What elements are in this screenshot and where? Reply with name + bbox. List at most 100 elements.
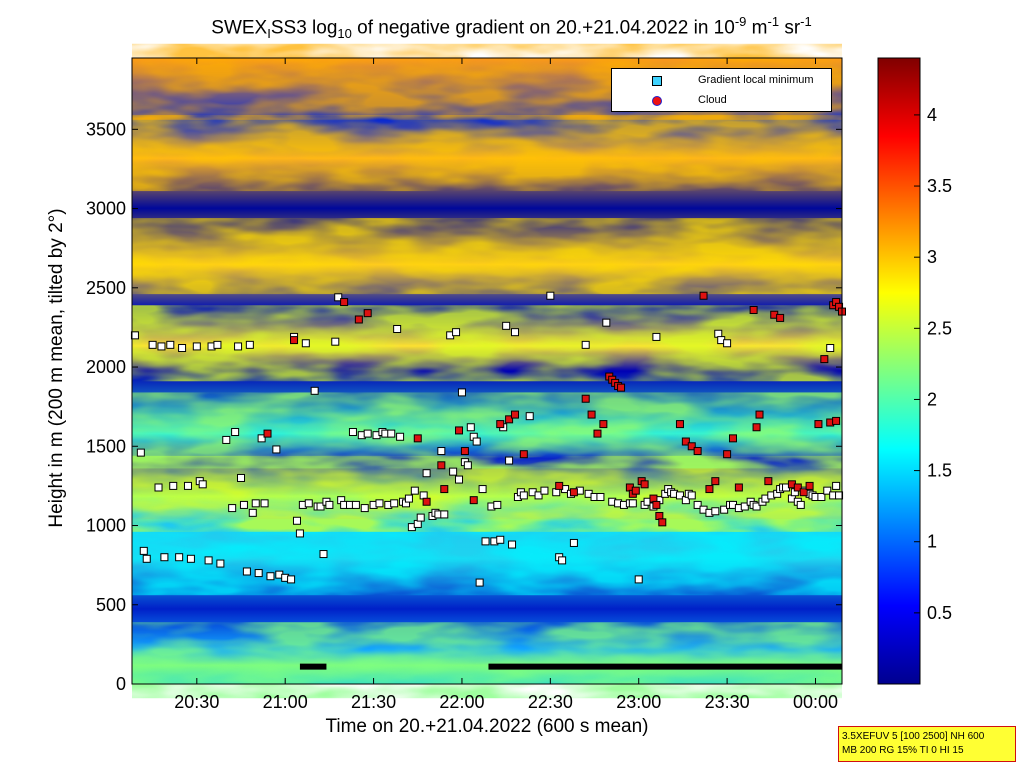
gradient-min-point (508, 540, 517, 549)
gradient-min-point (331, 337, 340, 346)
cloud-point (699, 291, 708, 300)
gradient-min-point (437, 447, 446, 456)
gradient-min-point (534, 491, 543, 500)
gradient-min-point (796, 500, 805, 509)
gradient-min-point (183, 481, 192, 490)
gradient-min-point (213, 340, 222, 349)
gradient-min-point (723, 339, 732, 348)
x-axis: 20:30 21:00 21:30 22:00 22:30 23:00 23:30 00:00 (174, 58, 838, 712)
gradient-min-point (581, 340, 590, 349)
gradient-min-point (237, 473, 246, 482)
cloud-point (799, 488, 808, 497)
y-axis: 0 500 1000 1500 2000 2500 3000 3500 (86, 119, 842, 694)
gradient-min-point (375, 499, 384, 508)
gradient-min-point (228, 504, 237, 513)
cloud-point (764, 477, 773, 486)
cloud-point (413, 434, 422, 443)
cloud-point (793, 483, 802, 492)
gradient-min-point (260, 499, 269, 508)
gradient-min-point (304, 499, 313, 508)
gradient-min-point (628, 499, 637, 508)
gradient-min-point (186, 554, 195, 563)
cloud-point (749, 305, 758, 314)
cloud-point (599, 420, 608, 429)
gradient-min-point (245, 340, 254, 349)
gradient-min-point (826, 344, 835, 353)
info-line: 3.5XEFUV 5 [100 2500] NH 600 (842, 731, 985, 742)
cloud-point (805, 481, 814, 490)
cloud-point (340, 298, 349, 307)
gradient-min-point (634, 575, 643, 584)
plot-frame (131, 57, 843, 685)
gradient-min-point (292, 516, 301, 525)
cloud-point (455, 426, 464, 435)
gradient-min-point (325, 500, 334, 509)
gradient-min-point (192, 342, 201, 351)
cloud-point (617, 383, 626, 392)
cloud-point (681, 437, 690, 446)
gradient-min-point (457, 388, 466, 397)
x-tick-label: 21:00 (263, 692, 308, 712)
gradient-min-point (204, 556, 213, 565)
gradient-min-point (216, 559, 225, 568)
cloud-point (354, 315, 363, 324)
gradient-min-point (463, 461, 472, 470)
colorbar-ticks: 0.5 1 1.5 2 2.5 3 3.5 4 (914, 105, 952, 623)
gradient-min-point (602, 318, 611, 327)
heatmap-layer-6 (132, 115, 842, 192)
colorbar-frame (877, 57, 921, 685)
gradient-min-point (175, 553, 184, 562)
cloud-point (832, 416, 841, 425)
gradient-min-point (687, 491, 696, 500)
y-tick-label: 3500 (86, 119, 126, 139)
gradient-min-point (242, 567, 251, 576)
gradient-min-point (720, 505, 729, 514)
legend-item-gradient-min: Gradient local minimum (612, 71, 831, 91)
gradient-min-point (166, 340, 175, 349)
cloud-point (687, 442, 696, 451)
colorbar-gradient (878, 58, 920, 684)
colorbar-tick-label: 1.5 (927, 461, 952, 481)
gradient-min-point (363, 429, 372, 438)
cloud-point (755, 410, 764, 419)
cloud-point (820, 355, 829, 364)
gradient-min-point (493, 500, 502, 509)
gradient-min-point (301, 339, 310, 348)
cloud-point (422, 497, 431, 506)
gradient-min-point (596, 492, 605, 501)
square-marker-icon (652, 76, 662, 86)
gradient-min-point (466, 423, 475, 432)
y-tick-label: 2000 (86, 357, 126, 377)
colorbar-tick-label: 3 (927, 247, 937, 267)
settings-info-box: 3.5XEFUV 5 [100 2500] NH 600 MB 200 RG 1… (838, 726, 1016, 762)
y-tick-label: 500 (96, 595, 126, 615)
colorbar: 0.5 1 1.5 2 2.5 3 3.5 4 (877, 57, 952, 685)
gradient-min-point (348, 428, 357, 437)
colorbar-tick-label: 2.5 (927, 318, 952, 338)
marker-layer (130, 291, 846, 670)
gradient-min-point (169, 481, 178, 490)
gradient-min-point (449, 467, 458, 476)
gradient-min-point (142, 554, 151, 563)
cloud-point (587, 410, 596, 419)
gradient-min-point (416, 513, 425, 522)
cloud-point (519, 450, 528, 459)
x-tick-label: 22:00 (439, 692, 484, 712)
heatmap-layer-5 (132, 218, 842, 295)
x-tick-label: 20:30 (174, 692, 219, 712)
gradient-min-point (254, 569, 263, 578)
gradient-min-point (832, 481, 841, 490)
y-axis-label: Height in m (200 m mean, tilted by 2°) (46, 208, 67, 528)
gradient-min-point (711, 507, 720, 516)
cloud-point (675, 420, 684, 429)
colorbar-tick-label: 1 (927, 532, 937, 552)
gradient-min-point (505, 456, 514, 465)
heatmap-layer-2 (132, 455, 842, 532)
legend: Gradient local minimum Cloud (611, 68, 832, 112)
cloud-point (640, 480, 649, 489)
y-tick-label: 2500 (86, 278, 126, 298)
gradient-min-point (310, 386, 319, 395)
gradient-min-point (360, 504, 369, 513)
gradient-min-point (675, 491, 684, 500)
